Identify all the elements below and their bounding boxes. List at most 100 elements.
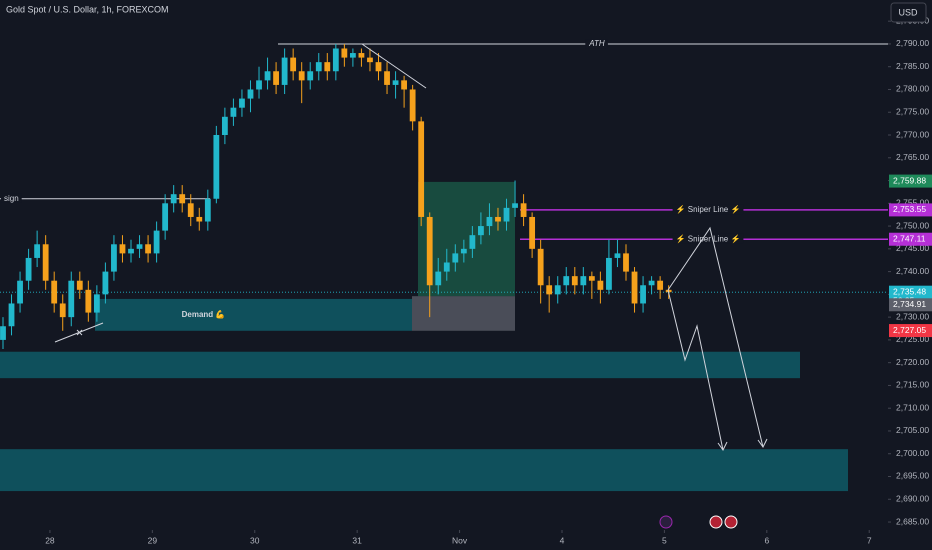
zone xyxy=(0,351,800,379)
price-tag xyxy=(889,232,932,246)
zone xyxy=(0,449,848,492)
candle-body xyxy=(478,226,484,236)
y-tick-label: 2,745.00 xyxy=(896,243,929,253)
event-icon[interactable] xyxy=(709,515,723,529)
projection xyxy=(667,289,724,451)
event-icon[interactable] xyxy=(659,515,673,529)
price-tag-label: 2,753.55 xyxy=(893,204,926,214)
arrow-head xyxy=(757,438,768,448)
candle-body xyxy=(179,194,186,204)
candle-body xyxy=(358,53,365,58)
candle-body xyxy=(59,303,66,318)
candle-body xyxy=(614,253,621,258)
candle-body xyxy=(418,121,425,217)
candle-body xyxy=(375,62,382,72)
candle-body xyxy=(443,262,450,272)
candle-body xyxy=(136,244,143,249)
candle-body xyxy=(25,257,32,281)
level-label: ⚡ Sniper Line ⚡ xyxy=(676,233,741,243)
candle-body xyxy=(503,207,510,222)
label-bg xyxy=(672,233,744,244)
x-tick-label: 5 xyxy=(662,535,667,545)
candle-body xyxy=(221,116,228,136)
x-marker xyxy=(76,329,83,336)
position-target xyxy=(418,181,515,297)
y-tick-label: 2,775.00 xyxy=(896,106,929,116)
candle-body xyxy=(153,230,160,254)
candle-body xyxy=(435,271,442,286)
candle-body xyxy=(537,248,544,286)
candle-body xyxy=(546,285,553,295)
label-bg xyxy=(585,39,608,49)
candle-body xyxy=(273,71,279,85)
candle-body xyxy=(230,107,237,117)
candle-body xyxy=(384,71,390,85)
currency[interactable]: USD xyxy=(898,7,918,17)
y-tick-label: 2,720.00 xyxy=(896,357,929,367)
y-tick-label: 2,695.00 xyxy=(896,471,929,481)
candle-body xyxy=(102,271,109,295)
candle-body xyxy=(367,57,373,63)
candle-body xyxy=(0,326,6,340)
candle-body xyxy=(657,280,664,290)
candle-body xyxy=(341,48,348,58)
candle-body xyxy=(349,53,356,58)
zone-label: Demand 💪 xyxy=(182,309,226,319)
candle-body xyxy=(111,244,117,272)
candle-body xyxy=(8,303,15,327)
candle-body xyxy=(623,253,629,272)
zones: Demand 💪 xyxy=(0,181,848,492)
y-tick-label: 2,750.00 xyxy=(896,220,929,230)
chart-title: Gold Spot / U.S. Dollar, 1h, FOREXCOM xyxy=(6,4,169,14)
price-tag xyxy=(889,298,932,312)
candle-body xyxy=(426,216,433,286)
event-icon[interactable] xyxy=(724,515,738,529)
candle-body xyxy=(239,98,245,108)
y-tick-label: 2,755.00 xyxy=(896,198,929,208)
level-label: ATH xyxy=(588,39,605,48)
currency-button[interactable] xyxy=(890,2,927,23)
candle-body xyxy=(170,194,177,204)
candle-body xyxy=(256,80,262,90)
candle-body xyxy=(512,203,518,208)
y-tick-label: 2,690.00 xyxy=(896,494,929,504)
price-tag xyxy=(889,324,932,338)
level-label: ⚡ Sniper Line ⚡ xyxy=(676,204,741,214)
y-tick-label: 2,770.00 xyxy=(896,129,929,139)
y-tick-label: 2,785.00 xyxy=(896,61,929,71)
candle-body xyxy=(469,235,476,249)
candle-body xyxy=(68,280,75,318)
axes: 2,685.00 2,690.00 2,695.00 2,700.00 2,705.00… xyxy=(45,15,932,545)
candle-body xyxy=(42,244,49,281)
candle-body xyxy=(307,71,314,81)
candle-body xyxy=(588,276,595,281)
candle-body xyxy=(486,216,493,227)
price-tag xyxy=(889,174,932,188)
candle-body xyxy=(298,71,305,81)
zone xyxy=(95,298,412,331)
level-label: sign xyxy=(4,194,19,203)
plot: ATH ⚡ Sniper Line ⚡ ⚡ Sniper Line ⚡ sign xyxy=(0,39,888,451)
candle-body xyxy=(76,280,83,290)
y-tick-label: 2,715.00 xyxy=(896,380,929,390)
arrow-head xyxy=(717,441,728,451)
candle-body xyxy=(196,216,203,222)
candle-body xyxy=(554,285,561,295)
x-tick-label: 28 xyxy=(45,535,55,545)
y-tick-label: 2,765.00 xyxy=(896,152,929,162)
candle-body xyxy=(264,71,271,81)
candle-body xyxy=(17,280,23,304)
candle-body xyxy=(93,294,100,313)
x-tick-label: Nov xyxy=(452,535,468,545)
candle-body xyxy=(332,48,339,72)
label-bg xyxy=(672,204,744,215)
y-tick-label: 2,710.00 xyxy=(896,402,929,412)
candle-body xyxy=(213,135,220,199)
y-tick-label: 2,730.00 xyxy=(896,311,929,321)
candle-body xyxy=(529,216,536,249)
candle-body xyxy=(648,280,655,286)
candle-body xyxy=(401,80,408,90)
candle-body xyxy=(247,89,254,99)
y-tick-label: 2,705.00 xyxy=(896,425,929,435)
